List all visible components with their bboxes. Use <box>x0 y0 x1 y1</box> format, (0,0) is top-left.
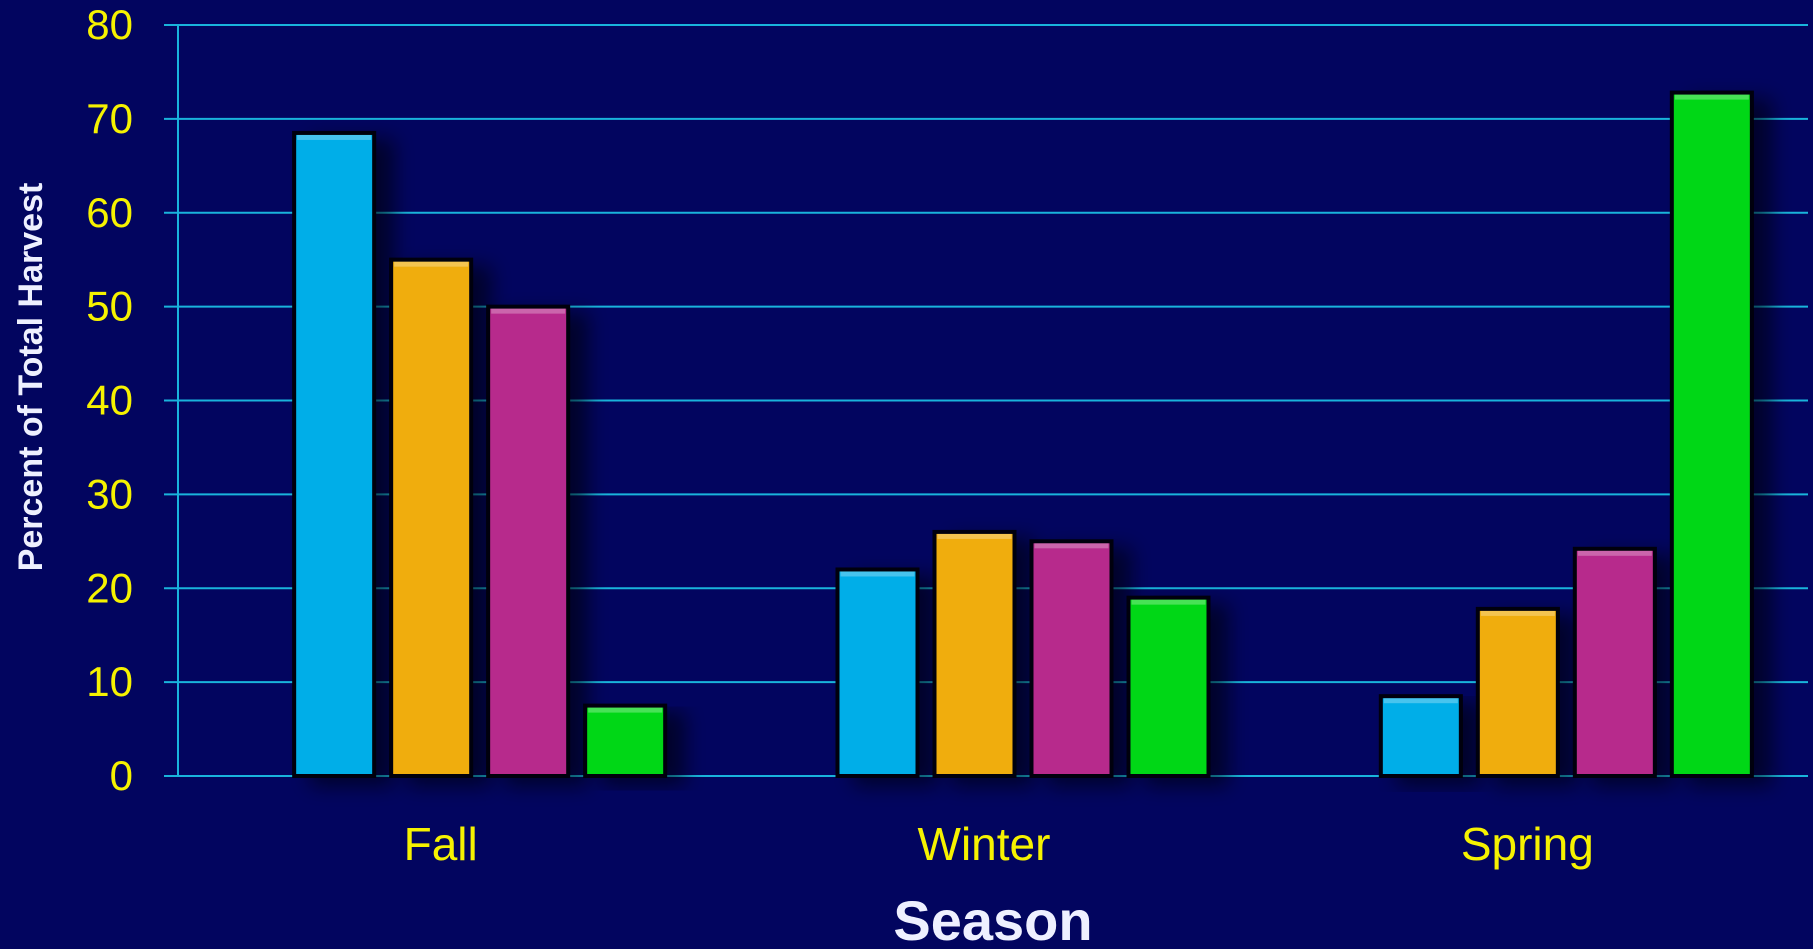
bar-winter-series-2 <box>932 529 1017 778</box>
bar-highlight <box>1674 94 1749 100</box>
x-axis-title: Season <box>893 889 1092 949</box>
y-tick-label: 40 <box>86 377 133 424</box>
bar-fall-series-4 <box>583 703 668 778</box>
y-tick-label: 10 <box>86 658 133 705</box>
bar-spring-series-4 <box>1669 90 1754 778</box>
x-category-labels: Fall Winter Spring <box>404 818 1594 870</box>
bar-fall-series-2 <box>389 257 474 778</box>
bar-highlight <box>1480 610 1555 616</box>
x-category-label-fall: Fall <box>404 818 478 870</box>
bar-highlight <box>1383 698 1458 704</box>
y-tick-label: 30 <box>86 470 133 517</box>
bar-spring-series-1 <box>1378 694 1463 778</box>
bar-highlight <box>297 134 372 140</box>
y-tick-label: 80 <box>86 1 133 48</box>
bar-highlight <box>937 533 1012 539</box>
bar-winter-series-3 <box>1029 539 1114 778</box>
y-tick-label: 0 <box>110 752 133 799</box>
x-category-label-winter: Winter <box>918 818 1051 870</box>
bar-highlight <box>1131 599 1206 605</box>
y-tick-label: 50 <box>86 283 133 330</box>
bar-highlight <box>588 707 663 713</box>
bar-highlight <box>840 571 915 577</box>
bar-winter-series-1 <box>835 567 920 778</box>
bar-spring-series-2 <box>1475 606 1560 779</box>
bars <box>292 90 1754 779</box>
bar-fall-series-3 <box>486 304 571 778</box>
y-axis-title: Percent of Total Harvest <box>12 183 50 572</box>
x-category-label-spring: Spring <box>1461 818 1594 870</box>
bar-spring-series-3 <box>1572 546 1657 779</box>
bar-highlight <box>491 308 566 314</box>
y-tick-label: 20 <box>86 564 133 611</box>
y-tick-label: 70 <box>86 95 133 142</box>
bar-winter-series-4 <box>1126 595 1211 779</box>
bar-highlight <box>394 261 469 267</box>
y-tick-labels: 0 10 20 30 40 50 60 70 80 <box>86 1 133 799</box>
bar-fall-series-1 <box>292 130 377 779</box>
bar-highlight <box>1034 543 1109 549</box>
y-tick-label: 60 <box>86 189 133 236</box>
bar-highlight <box>1577 550 1652 556</box>
